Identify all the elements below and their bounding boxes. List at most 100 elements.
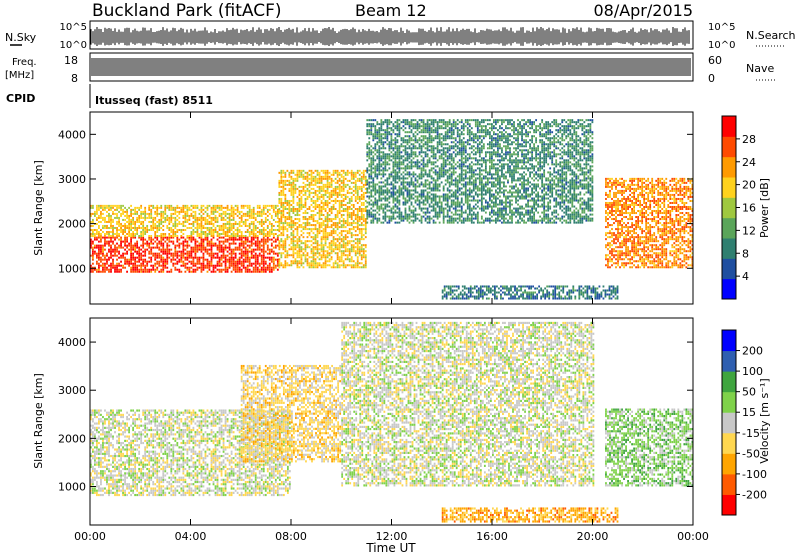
- noise-right-tick-bottom: 10^0: [708, 40, 735, 51]
- heat-cell: [384, 173, 387, 176]
- heat-cell: [130, 214, 132, 217]
- heat-cell: [184, 214, 187, 217]
- heat-cell: [206, 264, 209, 267]
- heat-cell: [346, 212, 349, 215]
- heat-cell: [162, 238, 165, 241]
- heat-cell: [236, 206, 239, 209]
- heat-cell: [342, 240, 345, 243]
- heat-cell: [274, 264, 277, 267]
- heat-cell: [326, 187, 329, 190]
- heat-cell: [374, 165, 377, 168]
- heat-cell: [96, 208, 98, 211]
- heat-cell: [100, 206, 102, 209]
- heat-cell: [380, 143, 383, 146]
- heat-cell: [310, 183, 313, 186]
- heat-cell: [106, 224, 108, 227]
- heat-cell: [310, 256, 313, 259]
- heat-cell: [370, 213, 373, 216]
- heat-cell: [258, 222, 261, 225]
- heat-cell: [390, 159, 393, 162]
- heat-cell: [320, 193, 323, 196]
- heat-cell: [242, 206, 245, 209]
- heat-cell: [386, 169, 389, 172]
- heat-cell: [352, 210, 355, 213]
- heat-cell: [196, 260, 199, 263]
- heat-cell: [398, 189, 401, 192]
- heat-cell: [368, 151, 371, 154]
- heat-cell: [342, 214, 345, 217]
- heat-cell: [322, 214, 325, 217]
- heat-cell: [298, 260, 301, 263]
- heat-cell: [366, 119, 369, 122]
- heat-cell: [274, 246, 277, 249]
- heat-cell: [214, 216, 217, 219]
- heat-cell: [132, 220, 135, 223]
- heat-cell: [408, 157, 411, 160]
- heat-cell: [144, 260, 147, 263]
- heat-cell: [276, 254, 279, 257]
- heat-cell: [330, 224, 333, 227]
- heat-cell: [120, 208, 122, 211]
- heat-cell: [390, 195, 393, 198]
- heat-cell: [382, 153, 385, 156]
- heat-cell: [372, 125, 375, 128]
- heat-cell: [114, 246, 116, 249]
- heat-cell: [194, 262, 197, 265]
- heat-cell: [160, 204, 163, 207]
- heat-cell: [190, 204, 193, 207]
- heat-cell: [268, 228, 271, 231]
- heat-cell: [300, 185, 303, 188]
- heat-cell: [370, 199, 373, 202]
- heat-cell: [246, 270, 249, 273]
- heat-cell: [410, 121, 413, 124]
- heat-cell: [222, 210, 225, 213]
- heat-cell: [318, 262, 321, 265]
- heat-cell: [380, 139, 383, 142]
- heat-cell: [374, 191, 377, 194]
- heat-cell: [242, 260, 245, 263]
- heat-cell: [256, 262, 259, 265]
- heat-cell: [152, 266, 155, 269]
- heat-cell: [360, 212, 363, 215]
- heat-cell: [284, 183, 287, 186]
- heat-cell: [314, 201, 317, 204]
- heat-cell: [124, 218, 126, 221]
- heat-cell: [218, 212, 221, 215]
- heat-cell: [102, 250, 104, 253]
- heat-cell: [106, 266, 108, 269]
- heat-cell: [214, 214, 217, 217]
- heat-cell: [360, 246, 363, 249]
- heat-cell: [290, 187, 293, 190]
- heat-cell: [396, 133, 399, 136]
- heat-cell: [186, 242, 189, 245]
- heat-cell: [392, 131, 395, 134]
- heat-cell: [376, 211, 379, 214]
- heat-cell: [286, 224, 289, 227]
- heat-cell: [408, 213, 411, 216]
- heat-cell: [358, 199, 361, 202]
- heat-cell: [108, 268, 110, 271]
- heat-cell: [350, 246, 353, 249]
- heat-cell: [224, 246, 227, 249]
- heat-cell: [204, 266, 207, 269]
- heat-cell: [288, 179, 291, 182]
- heat-cell: [268, 235, 271, 238]
- heat-cell: [262, 264, 265, 267]
- heat-cell: [378, 213, 381, 216]
- heat-cell: [250, 214, 253, 217]
- heat-cell: [262, 248, 265, 251]
- heat-cell: [320, 256, 323, 259]
- heat-cell: [292, 169, 295, 172]
- heat-cell: [378, 169, 381, 172]
- heat-cell: [250, 236, 253, 239]
- heat-cell: [152, 228, 155, 231]
- heat-cell: [338, 226, 341, 229]
- heat-cell: [368, 141, 371, 144]
- heat-cell: [230, 208, 233, 211]
- heat-cell: [218, 206, 221, 209]
- heat-cell: [160, 218, 163, 221]
- heat-cell: [90, 242, 92, 245]
- heat-cell: [374, 187, 377, 190]
- heat-cell: [296, 244, 299, 247]
- heat-cell: [208, 204, 211, 207]
